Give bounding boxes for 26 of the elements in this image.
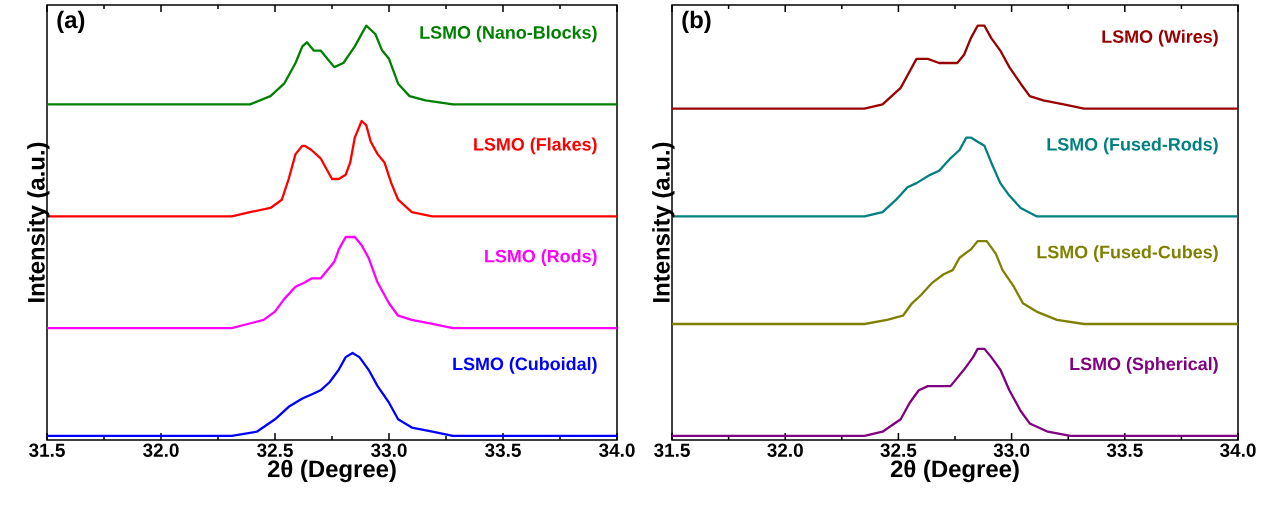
text: LSMO (Cuboidal) [453, 357, 597, 374]
x-tick-label: 31.5 [29, 443, 65, 457]
x-axis-title: 2θ (Degree) [267, 459, 396, 483]
x-tick-label: 33.5 [1106, 443, 1143, 457]
x-tick-label: 34.0 [599, 443, 635, 457]
text: LSMO (Flakes) [474, 137, 597, 155]
x-axis-title: 2θ (Degree) [890, 459, 1019, 483]
x-tick-label: 33.0 [371, 443, 407, 457]
x-tick-label: 32.0 [767, 443, 803, 457]
text: LSMO (Spherical) [1070, 357, 1218, 374]
y-axis-title: Intensity (a.u.) [27, 142, 50, 302]
x-tick-label: 32.5 [880, 443, 917, 457]
text: LSMO (Rods) [485, 249, 597, 267]
x-tick-label: 32.5 [257, 443, 293, 457]
x-tick-label: 33.0 [993, 443, 1030, 457]
x-tick-label: 34.0 [1220, 443, 1256, 457]
text: LSMO (Fused-Rods) [1047, 137, 1218, 155]
series-label: LSMO (Fused-Cubes) [1037, 245, 1218, 262]
y-axis-title: Intensity (a.u.) [652, 142, 675, 302]
annotation: (a) [57, 10, 85, 33]
annotation: (b) [682, 10, 711, 33]
x-tick-label: 31.5 [654, 443, 690, 457]
series-label: LSMO (Nano-Blocks) [420, 25, 597, 43]
text: LSMO (Wires) [1102, 29, 1218, 47]
x-tick-label: 32.0 [143, 443, 179, 457]
x-tick-label: 33.5 [485, 443, 521, 457]
